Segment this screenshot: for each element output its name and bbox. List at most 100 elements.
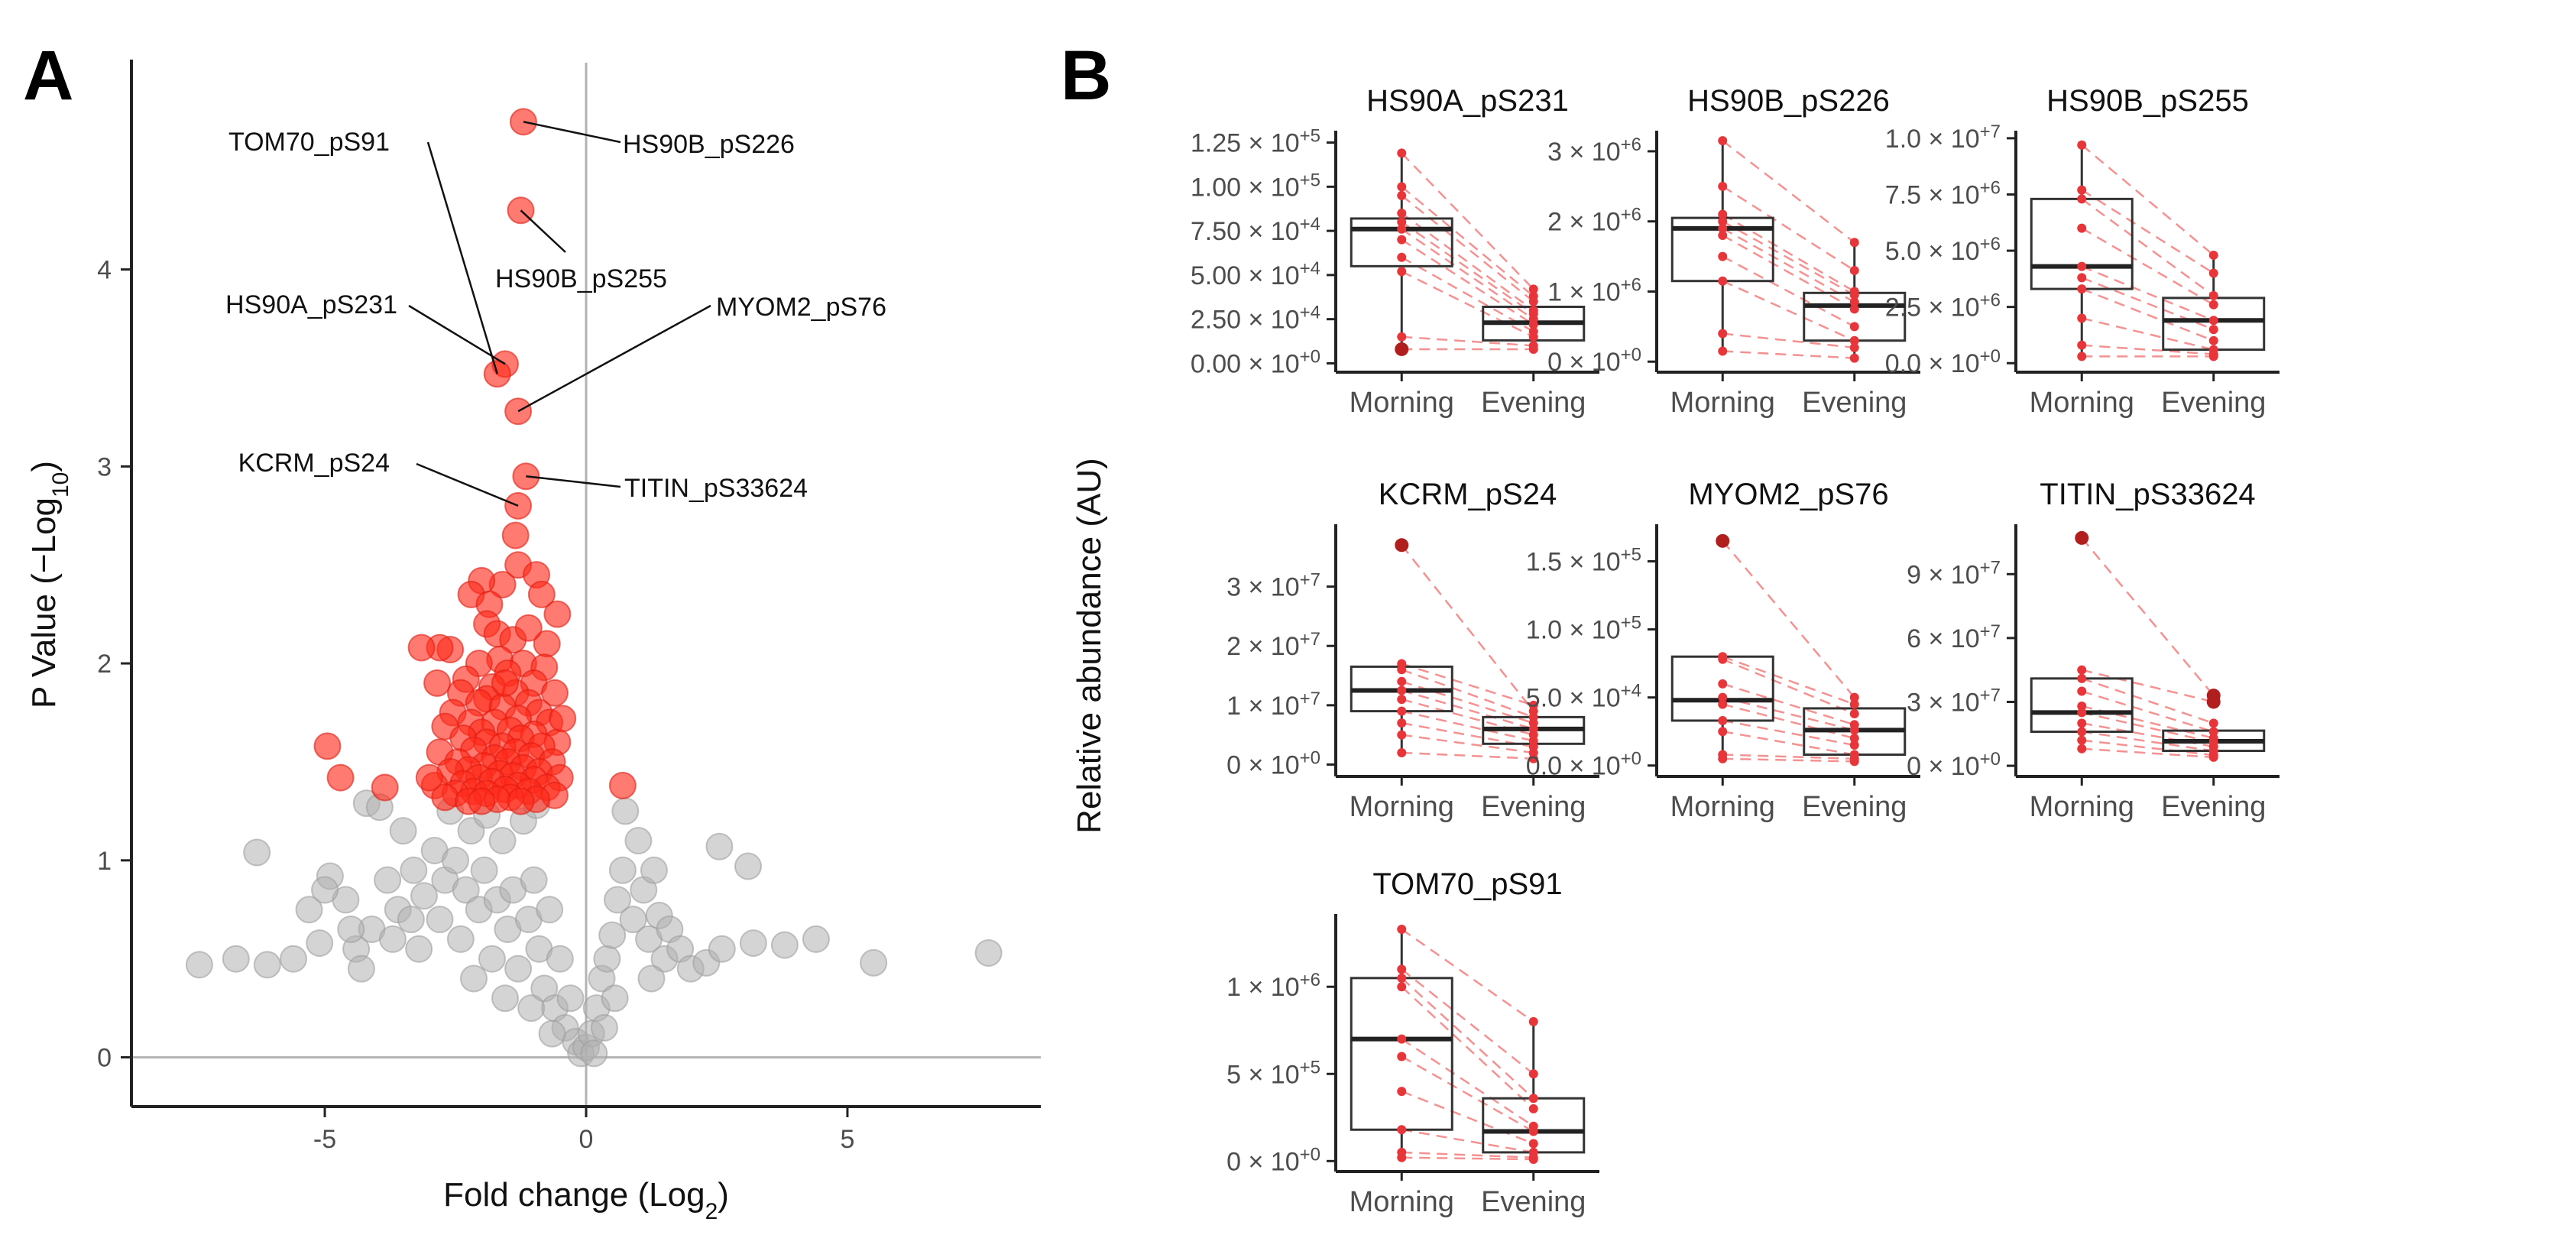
tick-mantissa: 2 xyxy=(1226,632,1241,661)
tick-exponent: +4 xyxy=(1300,258,1320,278)
significant-point xyxy=(468,787,496,815)
paired-sample-line xyxy=(1401,1151,1534,1159)
tick-times: × 10 xyxy=(1241,306,1300,335)
morning-data-point xyxy=(1397,973,1407,983)
evening-data-point xyxy=(1849,734,1859,744)
facet-x-tick-label: Evening xyxy=(2161,791,2266,823)
non-significant-point xyxy=(222,945,250,973)
non-significant-point xyxy=(536,896,564,924)
tick-exponent: +5 xyxy=(1300,170,1320,190)
non-significant-point xyxy=(770,931,799,959)
tick-mantissa: 1.25 xyxy=(1191,129,1241,158)
tick-mantissa: 1 xyxy=(1226,692,1241,721)
evening-data-point xyxy=(1528,1126,1538,1136)
y-axis-title-subscript: 10 xyxy=(48,472,73,497)
paired-sample-line xyxy=(1722,280,1855,342)
morning-data-point xyxy=(1397,665,1407,675)
non-significant-point xyxy=(337,916,365,944)
tick-times: × 10 xyxy=(1921,237,1980,266)
morning-data-point xyxy=(1397,1034,1407,1044)
morning-data-point xyxy=(2077,140,2087,150)
non-significant-point xyxy=(860,948,888,977)
facet-title: MYOM2_pS76 xyxy=(1688,478,1888,511)
tick-mantissa: 5 xyxy=(1226,1060,1241,1089)
tick-times: × 10 xyxy=(1562,684,1621,713)
morning-data-point xyxy=(1718,754,1728,763)
morning-outlier-point xyxy=(2075,530,2089,545)
paired-sample-line xyxy=(1722,227,1855,303)
tick-exponent: +7 xyxy=(1980,121,2001,141)
facet-x-tick-label: Morning xyxy=(1350,1186,1454,1218)
facet-y-tick-label: 0 × 10+0 xyxy=(1547,345,1641,378)
non-significant-point xyxy=(405,935,433,963)
facet-x-tick-label: Evening xyxy=(1481,387,1586,419)
facet-title: TITIN_pS33624 xyxy=(2040,478,2255,511)
facet-y-tick-label: 9 × 10+7 xyxy=(1907,557,2001,590)
facet-y-tick-label: 0 × 10+0 xyxy=(1226,747,1320,780)
non-significant-point xyxy=(488,827,517,855)
evening-data-point xyxy=(2208,268,2218,278)
evening-data-point xyxy=(1849,265,1859,275)
morning-data-point xyxy=(1718,692,1728,702)
significant-point xyxy=(514,614,543,642)
tick-exponent: +6 xyxy=(1621,134,1641,154)
tick-times: × 10 xyxy=(1921,349,1980,378)
facet-y-tick-label: 0.0 × 10+0 xyxy=(1526,748,1641,781)
paired-sample-line xyxy=(2082,731,2214,752)
evening-data-point xyxy=(1528,754,1538,763)
evening-data-point xyxy=(1528,1139,1538,1149)
facet-title: KCRM_pS24 xyxy=(1379,478,1557,511)
morning-data-point xyxy=(1397,730,1407,740)
evening-data-point xyxy=(1849,304,1859,314)
paired-sample-line xyxy=(1401,1156,1534,1161)
tick-mantissa: 7.5 xyxy=(1885,180,1921,209)
facet-y-tick-label: 2 × 10+7 xyxy=(1226,629,1320,662)
paired-sample-line xyxy=(1401,221,1534,315)
tick-times: × 10 xyxy=(1562,348,1621,377)
tick-mantissa: 1 xyxy=(1226,973,1241,1002)
panel-a-letter: A xyxy=(23,37,73,115)
tick-mantissa: 6 xyxy=(1907,624,1921,653)
evening-data-point xyxy=(1849,692,1859,702)
morning-data-point xyxy=(1718,699,1728,709)
tick-mantissa: 7.50 xyxy=(1191,217,1241,246)
paired-sample-line xyxy=(1401,335,1534,347)
evening-data-point xyxy=(1849,342,1859,352)
morning-outlier-point xyxy=(1716,533,1730,548)
morning-data-point xyxy=(2077,686,2087,696)
significant-point xyxy=(501,521,530,549)
paired-sample-line xyxy=(1401,194,1534,303)
morning-data-point xyxy=(1397,747,1407,757)
non-significant-point xyxy=(478,945,506,973)
paired-sample-line xyxy=(2081,198,2215,297)
non-significant-point xyxy=(347,954,375,983)
annotation-leader-line xyxy=(526,475,621,488)
morning-data-point xyxy=(2077,702,2087,711)
morning-data-point xyxy=(1718,231,1728,241)
annotation-leader-line xyxy=(426,141,498,374)
significant-point xyxy=(527,580,556,608)
tick-mantissa: 1.5 xyxy=(1526,548,1562,577)
paired-sample-line xyxy=(1722,185,1855,271)
tick-times: × 10 xyxy=(1562,616,1621,645)
morning-data-point xyxy=(2077,352,2087,361)
tick-mantissa: 0 xyxy=(1907,752,1921,781)
facet-y-tick-label: 3 × 10+7 xyxy=(1226,569,1320,602)
paired-sample-line xyxy=(1401,669,1534,718)
paired-sample-line xyxy=(1722,220,1855,297)
evening-data-point xyxy=(2208,316,2218,326)
facet-title: TOM70_pS91 xyxy=(1372,867,1562,901)
tick-times: × 10 xyxy=(1921,180,1980,209)
paired-sample-line xyxy=(1722,703,1855,740)
facet-y-tick-label: 5 × 10+5 xyxy=(1226,1057,1320,1090)
morning-data-point xyxy=(1397,685,1407,695)
morning-data-point xyxy=(2077,194,2087,204)
tick-exponent: +6 xyxy=(1980,234,2001,254)
facet-x-tick-label: Evening xyxy=(1802,387,1907,419)
y-axis-title-main: P Value (−Log xyxy=(25,497,63,708)
tick-times: × 10 xyxy=(1241,173,1300,202)
tick-exponent: +7 xyxy=(1300,629,1320,650)
